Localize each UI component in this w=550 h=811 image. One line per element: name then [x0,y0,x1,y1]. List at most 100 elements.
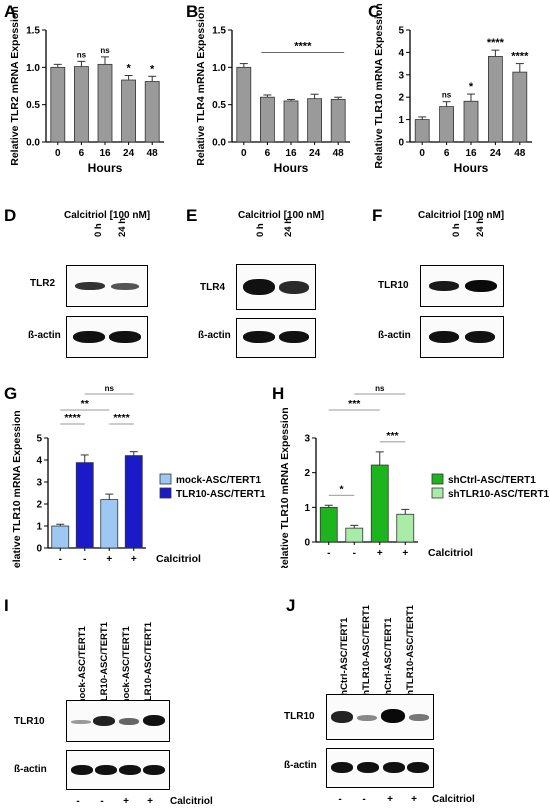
band [331,711,353,723]
y-tick-label: 3 [398,70,404,81]
bar [100,499,119,549]
blot-i-treat-4: + [147,796,153,807]
blot-i-lane-3: mock-ASC/TERT1 [121,626,132,707]
x-tick-label: 0 [419,148,425,159]
blot-j-target-label: TLR10 [284,711,315,722]
y-tick-label: 2 [398,93,404,104]
legend-swatch [159,487,172,499]
blot-d-loading-label: ß-actin [28,330,61,341]
chart-tlr2-mrna: 0.0 0.5 1.0 1.5 0 6 ns 16 ns 24 * 48 * Relative TLR2 … [9,6,164,175]
blot-e-lane-24h: 24 h [283,217,294,237]
x-tick-label: 0 [241,148,247,159]
blot-i-lane-4: TLR10-ASC/TERT1 [143,622,154,707]
x-tick-label: 24 [309,148,321,159]
significance-label: **** [113,412,130,424]
x-tick-label: - [327,548,330,559]
legend-swatch [431,487,444,499]
band [429,281,459,291]
blot-f-target-membrane [420,265,504,307]
significance-label: ns [442,91,452,100]
y-tick-label: 1 [36,522,42,533]
y-tick-label: 1 [304,503,310,514]
bar [236,66,252,143]
blot-i-lane-1: mock-ASC/TERT1 [77,626,88,707]
bar [307,98,322,143]
band [143,715,165,726]
y-tick-label: 1.5 [26,26,40,37]
blot-e-target-label: TLR4 [200,282,225,293]
bar [463,100,479,143]
x-tick-label: 0 [55,148,61,159]
y-tick-label: 5 [398,26,404,37]
band [407,762,429,773]
y-tick-label: 2 [36,500,42,511]
band [143,765,165,775]
blot-j-treat-3: + [387,794,393,805]
y-tick-label: 0.0 [212,138,226,149]
panel-letter-f: F [372,206,383,225]
blot-j-treat-label: Calcitriol [432,794,475,805]
x-tick-label: 48 [147,148,159,159]
x-axis-label: Calcitriol [428,547,473,559]
blot-e-target-membrane [236,264,316,310]
bar [124,455,143,549]
y-tick-label: 4 [36,456,42,467]
x-tick-label: 16 [285,148,297,159]
panel-letter-j: J [286,596,296,615]
x-tick-label: 48 [514,148,526,159]
bar [330,99,346,143]
x-tick-label: - [83,554,86,565]
band [119,765,141,775]
band [243,331,275,343]
blot-j-lane-2: shTLR10-ASC/TERT1 [361,604,372,701]
band [243,279,275,295]
blot-j-treat-2: - [362,794,366,805]
legend-label: shCtrl-ASC/TERT1 [448,475,536,486]
band [383,762,405,773]
blot-j-lane-4: shTLR10-ASC/TERT1 [405,604,416,701]
significance-label: * [339,483,344,495]
bar [74,66,89,143]
blot-d-lane-0h: 0 h [93,223,104,237]
bar [283,100,299,143]
blot-e-loading-label: ß-actin [198,330,231,341]
blot-d-loading-membrane [66,316,148,358]
band [75,282,105,290]
x-tick-label: 6 [444,148,450,159]
band [119,718,139,725]
significance-label: **** [487,37,505,49]
y-tick-label: 1.0 [26,63,40,74]
significance-label: *** [386,430,399,442]
blot-j-treat-4: + [411,794,417,805]
legend-label: TLR10-ASC/TERT1 [176,489,266,500]
band [111,283,139,290]
y-axis-label: Relative TLR10 mRNA Expession [11,410,23,568]
panel-letter-e: E [186,206,198,225]
panel-letter-b: B [186,2,199,21]
blot-j-lane-1: shCtrl-ASC/TERT1 [339,617,350,701]
band [71,720,91,724]
legend-swatch [431,473,444,485]
x-tick-label: + [402,548,408,559]
y-tick-label: 1.0 [212,63,226,74]
bar [51,525,70,549]
y-tick-label: 0 [398,138,404,149]
band [279,281,309,294]
bar [260,96,275,143]
band [95,765,117,775]
legend-label: shTLR10-ASC/TERT1 [448,489,550,500]
blot-f-lane-0h: 0 h [451,223,462,237]
x-axis-label: Hours [454,161,489,175]
x-tick-label: 24 [123,148,135,159]
y-tick-label: 4 [398,48,404,59]
panel-letter-h: H [272,384,285,403]
y-tick-label: 0.5 [26,100,40,111]
blot-i-treat-label: Calcitriol [170,796,213,807]
panel-letter-a: A [4,2,17,21]
blot-d-target-membrane [66,265,148,307]
y-tick-label: 1.5 [212,26,226,37]
y-axis-label: Relative TLR4 mRNA Expession [195,6,207,166]
blot-d-lane-24h: 24 h [117,217,128,237]
